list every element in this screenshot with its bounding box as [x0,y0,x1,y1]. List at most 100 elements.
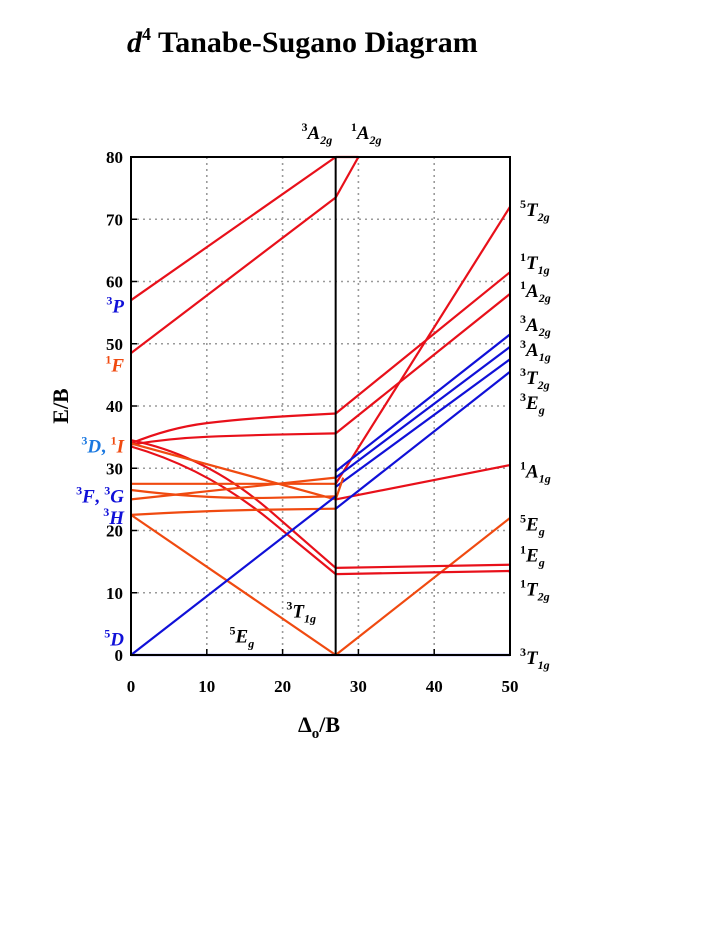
curve-red-16 [335,271,511,415]
term-part: A [525,281,539,302]
curve-red-22 [335,569,511,576]
strong-field-term: 3Eg [520,390,545,417]
inner-term: 5Eg [230,623,255,650]
x-tick-label: 0 [127,677,136,696]
term-part: T [526,580,539,601]
curve-blue-25 [335,358,511,488]
term-part: 3 [286,598,292,612]
term-part: P [111,296,124,317]
y-tick-label: 0 [115,646,124,665]
term-part: 3 [103,505,109,519]
curve-blue-23 [335,333,511,473]
term-part: 1 [105,353,111,367]
x-tick-label: 20 [274,677,291,696]
chart-title: d4 Tanabe-Sugano Diagram [127,24,478,59]
term-part: 3 [520,312,526,326]
term-part: 1 [520,278,526,292]
term-part: 3 [106,293,112,307]
y-axis-label: E/B [48,388,73,424]
curve-red-0 [130,156,337,302]
strong-field-term: 3T2g [520,365,550,392]
y-tick-label: 10 [106,584,123,603]
term-part: 2g [538,325,551,339]
term-part: E [525,393,539,414]
curve-orange-10 [130,488,336,500]
term-part: T [526,200,539,221]
x-label-rest: /B [318,712,340,737]
strong-field-term: 5T2g [520,197,550,224]
term-part: 2g [537,210,550,224]
term-part: 3 [520,390,526,404]
term-part: g [247,636,254,650]
x-label-subscript: o [312,726,320,742]
y-tick-label: 40 [106,397,123,416]
free-ion-term: 3H [103,505,125,529]
term-part: 1 [351,120,357,134]
y-tick-labels: 0 10 20 30 40 50 60 70 80 [106,148,137,665]
term-part: 2g [538,291,551,305]
term-part: D [86,436,101,457]
curve-orange-20 [335,517,511,656]
strong-field-term: 1Eg [520,542,545,569]
term-part: A [525,315,539,336]
curve-red-5 [130,432,336,446]
strong-field-term: 1A2g [520,278,551,305]
term-part: 3 [104,483,110,497]
y-tick-label: 80 [106,148,123,167]
term-part: A [307,123,321,144]
term-part: 1g [538,658,550,672]
term-part: 3 [520,337,526,351]
curve-red-19 [335,464,511,501]
term-part: 5 [230,623,236,637]
strong-field-term: 3A2g [520,312,551,339]
term-part: E [235,626,249,647]
x-tick-labels: 0 10 20 30 40 50 [127,649,519,696]
term-part: 2g [369,133,382,147]
curve-red-17 [335,293,511,435]
term-part: T [292,601,305,622]
top-term: 1A2g [351,120,382,147]
term-part: 2g [537,378,550,392]
strong-field-term: 1T2g [520,577,550,604]
term-part: A [525,461,539,482]
y-tick-label: 60 [106,273,123,292]
term-part: 3 [520,645,526,659]
term-part: F [81,486,95,507]
curve-orange-12 [130,513,337,656]
term-part: , [95,486,105,507]
x-axis-label: Δo/B [298,712,340,742]
grid [131,157,510,655]
plot-frame [130,156,511,656]
strong-field-term: 3A1g [520,337,551,364]
curve-red-21 [335,563,511,569]
term-part: 3 [520,365,526,379]
term-part: 5 [520,511,526,525]
term-part: F [110,356,124,377]
curve-blue-24 [335,346,511,479]
term-part: 5 [104,626,110,640]
term-part: 1g [539,471,551,485]
term-part: 3 [76,483,82,497]
term-part: G [110,486,124,507]
strong-field-term: 5Eg [520,511,545,538]
energy-curves [130,155,511,657]
term-part: A [356,123,370,144]
term-part: , [101,436,111,457]
top-term: 3A2g [302,120,333,147]
term-part: 1g [539,350,551,364]
term-part: E [525,514,539,535]
free-ion-term: 1F [105,353,124,377]
curve-blue-14 [130,495,337,656]
term-part: I [116,436,125,457]
y-tick-label: 20 [106,522,123,541]
x-label-delta: Δ [298,712,312,737]
title-superscript: 4 [142,24,151,44]
term-part: A [525,340,539,361]
term-part: g [538,524,545,538]
term-part: 1 [520,577,526,591]
curve-red-18 [334,206,511,485]
title-text: Tanabe-Sugano Diagram [151,26,478,59]
